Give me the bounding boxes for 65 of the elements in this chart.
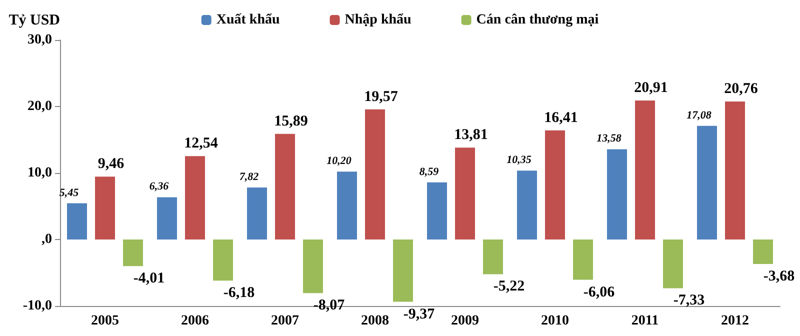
bar: [213, 240, 233, 281]
y-tick-label: ,0: [42, 232, 52, 247]
bar: [247, 187, 267, 240]
bar: [123, 240, 143, 266]
x-tick-label: 2008: [361, 314, 389, 328]
bar: [67, 203, 87, 240]
bar: [427, 182, 447, 240]
legend-label: Xuất khẩu: [216, 12, 280, 28]
x-tick-label: 2006: [181, 314, 209, 328]
bar: [455, 148, 475, 240]
data-label: -8,07: [313, 298, 346, 314]
y-tick-label: -10,0: [22, 298, 52, 314]
bar: [95, 176, 115, 240]
x-tick-label: 2007: [271, 314, 299, 328]
bar: [365, 109, 385, 240]
bar: [573, 240, 593, 280]
x-tick-label: 2005: [91, 314, 119, 328]
bar: [635, 100, 655, 240]
data-label: 20,76: [724, 80, 758, 97]
bar: [185, 156, 205, 240]
x-tick-label: 2011: [631, 314, 659, 328]
y-tick-label: 10,0: [28, 166, 52, 180]
bar: [303, 240, 323, 294]
data-label: 10,20: [326, 155, 352, 168]
x-tick-label: 2010: [541, 314, 569, 328]
data-label: -6,18: [223, 285, 255, 302]
bar: [663, 240, 683, 288]
data-label: 10,35: [506, 154, 532, 166]
y-axis-title: Tỷ USD: [8, 12, 60, 28]
data-label: -6,06: [583, 284, 616, 300]
data-label: 5,45: [59, 186, 80, 199]
data-label: -7,33: [673, 292, 705, 309]
data-label: 13,58: [596, 132, 622, 145]
data-label: 13,81: [454, 127, 488, 144]
data-label: -5,22: [493, 278, 525, 295]
bar: [393, 240, 413, 302]
bar: [545, 130, 565, 240]
data-label: 6,36: [149, 180, 170, 193]
bar: [275, 134, 295, 240]
bar: [157, 197, 177, 240]
data-label: -9,37: [403, 306, 436, 322]
data-label: 12,54: [184, 136, 218, 152]
legend-label: Cán cân thương mại: [476, 12, 599, 28]
bar: [725, 101, 745, 240]
bar: [483, 240, 503, 274]
y-tick-label: 20,0: [28, 99, 52, 114]
bar: [753, 240, 773, 264]
x-tick-label: 2009: [451, 314, 479, 328]
data-label: -3,68: [763, 268, 795, 284]
bar: [517, 170, 537, 240]
legend-label: Nhập khẩu: [344, 12, 412, 28]
data-label: 17,08: [686, 109, 712, 122]
data-label: 15,89: [274, 113, 308, 130]
data-label: 19,57: [364, 88, 398, 105]
bar: [697, 126, 717, 240]
data-label: 8,59: [419, 166, 440, 178]
bar: [337, 172, 357, 240]
x-tick-label: 2012: [721, 314, 749, 328]
data-label: 7,82: [239, 170, 260, 183]
y-tick-label: 30,0: [28, 32, 52, 48]
data-label: 20,91: [634, 80, 668, 96]
data-label: -4,01: [133, 270, 165, 287]
data-label: 9,46: [98, 156, 125, 172]
bar: [607, 149, 627, 240]
data-label: 16,41: [544, 110, 578, 126]
